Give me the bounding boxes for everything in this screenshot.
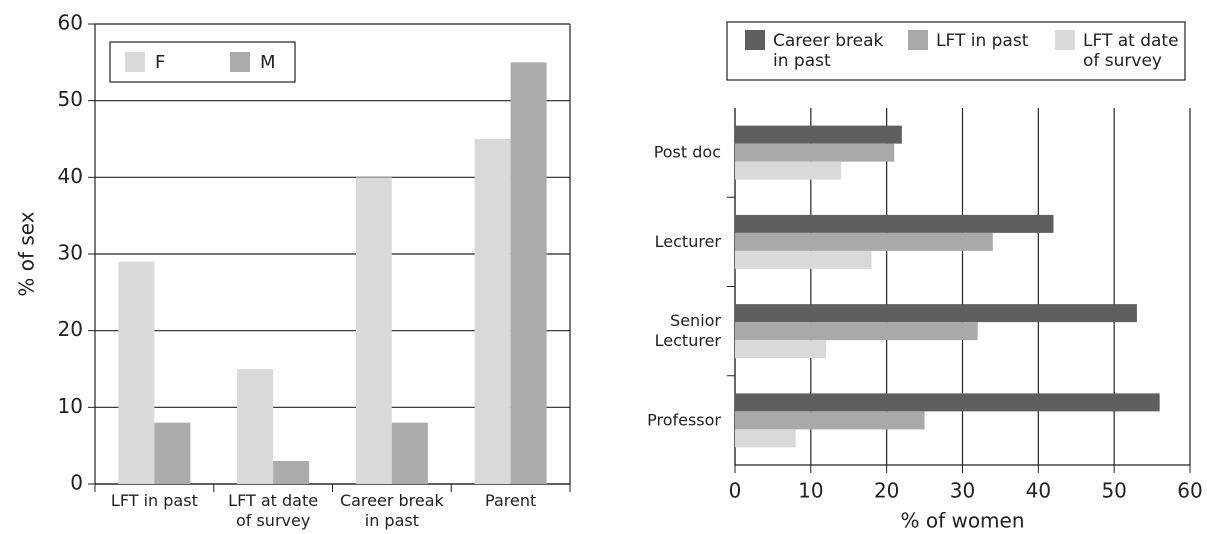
y-tick-label: 10 bbox=[58, 394, 83, 418]
x-tick-label: 50 bbox=[1101, 479, 1126, 503]
legend-label: M bbox=[260, 52, 276, 73]
legend-swatch bbox=[125, 52, 145, 72]
bar bbox=[735, 232, 993, 251]
legend-swatch bbox=[1055, 30, 1075, 50]
bar bbox=[735, 411, 925, 430]
bar bbox=[154, 422, 191, 484]
y-tick-label: 20 bbox=[58, 317, 83, 341]
y-tick-label: Senior Lecturer bbox=[655, 311, 722, 350]
x-tick-label: 60 bbox=[1177, 479, 1202, 503]
bar bbox=[735, 304, 1137, 323]
bar bbox=[735, 143, 895, 162]
legend-label: Career break in past bbox=[773, 31, 883, 71]
y-tick-label: 60 bbox=[58, 11, 83, 35]
x-axis-label: % of women bbox=[900, 509, 1024, 533]
legend-label: F bbox=[155, 52, 165, 73]
bar bbox=[735, 340, 826, 359]
x-tick-label: 0 bbox=[729, 479, 742, 503]
x-tick-label: 10 bbox=[798, 479, 823, 503]
bar bbox=[510, 62, 547, 484]
y-tick-label: 0 bbox=[70, 471, 83, 495]
bar bbox=[735, 393, 1160, 412]
legend-swatch bbox=[745, 30, 765, 50]
y-tick-label: Lecturer bbox=[655, 231, 722, 250]
x-tick-label: 20 bbox=[874, 479, 899, 503]
x-tick-label: 30 bbox=[950, 479, 975, 503]
y-tick-label: 30 bbox=[58, 241, 83, 265]
x-tick-label: Career break in past bbox=[340, 491, 445, 530]
bar bbox=[273, 461, 310, 484]
x-tick-label: 40 bbox=[1026, 479, 1051, 503]
bar bbox=[735, 125, 902, 144]
legend-label: LFT at date of survey bbox=[1083, 31, 1179, 71]
bar bbox=[118, 261, 155, 484]
bar bbox=[391, 422, 428, 484]
bar bbox=[735, 250, 872, 269]
y-tick-label: 50 bbox=[58, 87, 83, 111]
y-tick-label: Post doc bbox=[654, 142, 721, 161]
x-tick-label: LFT in past bbox=[111, 491, 198, 510]
bar bbox=[735, 214, 1054, 233]
legend-swatch bbox=[908, 30, 928, 50]
bar bbox=[474, 139, 511, 484]
x-tick-label: Parent bbox=[485, 491, 536, 510]
x-tick-label: LFT at date of survey bbox=[228, 491, 318, 530]
y-tick-label: Professor bbox=[647, 410, 721, 429]
y-tick-label: 40 bbox=[58, 164, 83, 188]
y-axis-label: % of sex bbox=[15, 211, 39, 296]
legend-label: LFT in past bbox=[936, 31, 1029, 51]
bar bbox=[355, 177, 392, 485]
bar bbox=[735, 429, 796, 448]
legend-box bbox=[726, 21, 1186, 81]
bar bbox=[237, 369, 274, 484]
bar bbox=[735, 322, 978, 341]
bar bbox=[735, 161, 842, 180]
legend-swatch bbox=[230, 52, 250, 72]
